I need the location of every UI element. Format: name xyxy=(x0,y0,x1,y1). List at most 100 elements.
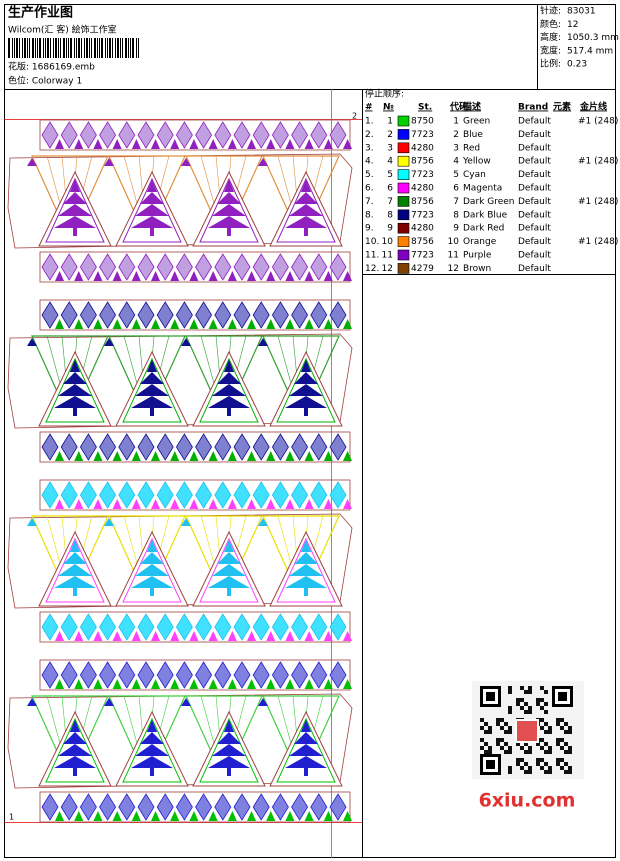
info-value: 83031 xyxy=(567,7,596,17)
row-no: 4 xyxy=(387,157,393,167)
diamond xyxy=(99,661,117,689)
bar xyxy=(84,38,85,58)
accent xyxy=(247,631,256,641)
qr-module xyxy=(536,742,540,746)
bar xyxy=(125,38,127,58)
qr-module xyxy=(544,710,548,714)
accent xyxy=(323,811,333,821)
diamond xyxy=(60,301,78,329)
row-brand: Default xyxy=(518,184,551,194)
accent xyxy=(55,319,64,329)
qr-module xyxy=(496,738,500,742)
qr-module xyxy=(556,722,560,726)
qr-module xyxy=(548,726,552,730)
qr-module xyxy=(544,770,548,774)
accent xyxy=(131,319,141,329)
diamond xyxy=(329,121,347,149)
row-no: 8 xyxy=(387,210,393,220)
qr-module xyxy=(544,722,548,726)
row-stitches: 7723 xyxy=(411,170,434,180)
small-motif xyxy=(104,698,114,706)
qr-module xyxy=(508,750,512,754)
row-code: 9 xyxy=(453,224,459,234)
qr-module xyxy=(560,758,564,762)
bar xyxy=(136,38,137,58)
small-motif xyxy=(27,338,37,346)
diamond xyxy=(79,121,97,149)
qr-module xyxy=(568,766,572,770)
diamond xyxy=(175,661,193,689)
info-value: 12 xyxy=(567,20,578,30)
row-no: 1 xyxy=(387,117,393,127)
diamond xyxy=(233,253,251,281)
bar xyxy=(101,38,103,58)
bar xyxy=(47,38,49,58)
accent xyxy=(131,271,141,281)
bar xyxy=(58,38,59,58)
accent xyxy=(112,811,122,821)
qr-module xyxy=(540,726,544,730)
accent xyxy=(285,679,295,689)
bar xyxy=(78,38,80,58)
accent xyxy=(304,631,314,641)
row-description: Red xyxy=(463,143,480,153)
row-stitches: 8756 xyxy=(411,157,434,167)
accent xyxy=(285,499,295,509)
qr-module xyxy=(488,750,492,754)
diamond xyxy=(233,481,251,509)
diamond xyxy=(233,613,251,641)
bar xyxy=(107,38,108,58)
accent xyxy=(227,631,237,641)
diamond xyxy=(329,793,347,821)
diamond xyxy=(118,613,136,641)
bar xyxy=(22,38,23,58)
diamond xyxy=(156,433,174,461)
tree-tier xyxy=(140,192,164,204)
diamond xyxy=(291,793,309,821)
tree-tier xyxy=(58,384,92,396)
tree-tier xyxy=(147,360,157,372)
tree-tier xyxy=(135,564,169,576)
accent xyxy=(189,499,199,509)
diamond xyxy=(137,433,155,461)
accent xyxy=(151,631,160,641)
diamond xyxy=(271,661,289,689)
tree-tier xyxy=(217,552,241,564)
diamond xyxy=(214,481,232,509)
qr-module xyxy=(504,722,508,726)
qr-module xyxy=(548,770,552,774)
row-code: 12 xyxy=(448,264,459,274)
accent xyxy=(74,499,84,509)
accent xyxy=(227,811,237,821)
row-sequin: #1 (248) xyxy=(578,197,618,207)
bar xyxy=(55,38,57,58)
small-motif xyxy=(27,518,37,526)
row-index: 2. xyxy=(365,130,374,140)
accent xyxy=(170,499,180,509)
diamond xyxy=(291,481,309,509)
bar xyxy=(132,38,134,58)
diamond xyxy=(291,253,309,281)
tree-tier xyxy=(135,384,169,396)
bar xyxy=(128,38,129,58)
diamond xyxy=(118,253,136,281)
tree-trunk xyxy=(304,588,308,596)
accent xyxy=(55,811,64,821)
row-description: Brown xyxy=(463,264,491,274)
diamond xyxy=(79,793,97,821)
qr-module xyxy=(564,730,568,734)
tree-tier xyxy=(58,564,92,576)
qr-module xyxy=(544,750,548,754)
qr-module xyxy=(496,718,500,722)
qr-module xyxy=(528,770,532,774)
diamond xyxy=(99,481,117,509)
small-motif xyxy=(27,158,37,166)
accent xyxy=(93,139,103,149)
qr-module xyxy=(528,766,532,770)
accent xyxy=(170,271,180,281)
inverted-triangle xyxy=(31,155,109,242)
qr-module xyxy=(484,722,488,726)
row-description: Blue xyxy=(463,130,483,140)
inverted-triangle xyxy=(108,515,186,602)
triangle-inner xyxy=(45,537,105,603)
